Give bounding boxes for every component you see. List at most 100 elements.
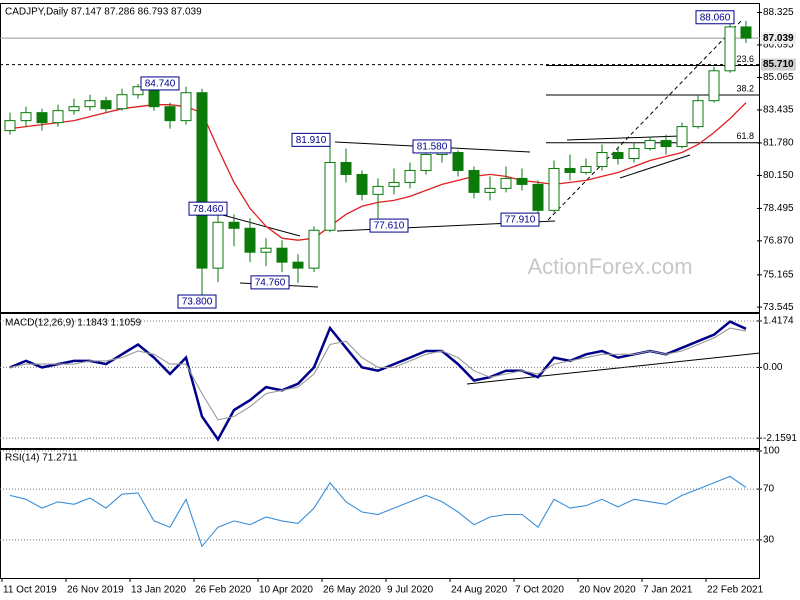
candle-body	[276, 247, 288, 263]
y-tick-label: 88.325	[763, 7, 794, 18]
x-tick-label: 7 Oct 2020	[515, 585, 564, 596]
annotation-box	[250, 275, 290, 290]
candle-body	[228, 221, 240, 229]
candle-body	[180, 92, 192, 122]
candle-body	[4, 120, 16, 132]
candle-body	[644, 140, 656, 150]
candle-body	[628, 148, 640, 160]
x-tick-label: 9 Jul 2020	[387, 585, 434, 596]
y-tick-label: 30	[763, 535, 775, 546]
candle-body	[724, 26, 736, 72]
candle-body	[100, 100, 112, 110]
candle-body	[260, 247, 272, 253]
candle-body	[84, 100, 96, 108]
candle-body	[452, 152, 464, 171]
candle-body	[164, 106, 176, 122]
y-tick-label: -2.1591	[763, 433, 797, 444]
annotation-box	[140, 76, 180, 91]
candle-body	[564, 167, 576, 173]
x-tick-label: 7 Jan 2021	[643, 585, 693, 596]
candle-body	[388, 181, 400, 187]
candle-body	[532, 183, 544, 211]
candle-body	[36, 112, 48, 124]
y-tick-label: 78.495	[763, 203, 794, 214]
panel-title: CADJPY,Daily 87.147 87.286 86.793 87.039	[5, 7, 202, 18]
candle-body	[212, 221, 224, 269]
y-tick-label: 75.165	[763, 269, 794, 280]
x-tick-label: 24 Aug 2020	[451, 585, 508, 596]
trendlines	[207, 19, 761, 385]
trendline	[566, 135, 681, 141]
y-tick-label: 70	[763, 484, 775, 495]
annotation-label: 81.910	[296, 135, 327, 146]
fib-label: 38.2	[736, 83, 754, 93]
x-tick-label: 13 Jan 2020	[131, 585, 186, 596]
panel-title: RSI(14) 71.2711	[5, 453, 78, 464]
candle-body	[420, 154, 432, 171]
price-line-label: 87.039	[763, 33, 794, 44]
macd-panel	[0, 313, 760, 449]
annotation-label: 77.910	[505, 215, 536, 226]
candle-body	[52, 110, 64, 124]
candle-body	[116, 94, 128, 110]
candle-body	[692, 100, 704, 128]
y-tick-label: 80.150	[763, 170, 794, 181]
candle-body	[404, 169, 416, 183]
x-tick-label: 26 Feb 2020	[195, 585, 252, 596]
annotation-box	[695, 10, 735, 25]
candle-body	[20, 112, 32, 122]
annotation-box	[412, 139, 452, 154]
y-tick-label: 83.435	[763, 105, 794, 116]
indicator-line	[9, 475, 747, 548]
candle-body	[740, 26, 752, 39]
y-tick-label: 100	[763, 446, 780, 457]
candle-body	[500, 177, 512, 189]
candle-body	[132, 86, 144, 96]
x-tick-label: 22 Feb 2021	[707, 585, 764, 596]
x-tick-label: 26 May 2020	[323, 585, 381, 596]
annotation-label: 77.610	[374, 221, 405, 232]
annotation-label: 73.800	[182, 297, 213, 308]
y-tick-label: 76.870	[763, 235, 794, 246]
annotation-box	[291, 132, 331, 147]
candle-body	[356, 173, 368, 195]
x-tick-label: 11 Oct 2019	[3, 585, 57, 596]
candle-body	[516, 177, 528, 185]
candle-body	[308, 229, 320, 269]
annotation-box	[177, 294, 217, 309]
y-tick-label: 81.780	[763, 138, 794, 149]
indicator-line	[9, 327, 747, 421]
annotation-label: 74.760	[255, 278, 286, 289]
annotation-box	[369, 218, 409, 233]
annotation-label: 84.740	[145, 79, 176, 90]
candle-body	[244, 227, 256, 253]
x-tick-label: 20 Nov 2020	[579, 585, 636, 596]
candle-body	[612, 152, 624, 160]
price-panel	[0, 3, 760, 313]
x-tick-label: 10 Apr 2020	[259, 585, 313, 596]
annotation-box	[188, 201, 228, 216]
annotation-label: 78.460	[193, 204, 224, 215]
y-tick-label: 1.4174	[763, 316, 794, 327]
x-tick-label: 26 Nov 2019	[67, 585, 124, 596]
candle-body	[660, 140, 672, 148]
candle-body	[292, 261, 304, 269]
candle-body	[676, 126, 688, 148]
candle-body	[68, 106, 80, 112]
candle-body	[468, 169, 480, 193]
watermark: ActionForex.com	[527, 254, 692, 279]
y-tick-label: 85.065	[763, 72, 794, 83]
candle-body	[196, 92, 208, 269]
trendline	[547, 19, 743, 221]
panel-title: MACD(12,26,9) 1.1843 1.1059	[5, 318, 142, 329]
candle-body	[548, 167, 560, 211]
price-line-box	[761, 58, 796, 71]
rsi-panel	[0, 449, 760, 579]
candle-body	[340, 161, 352, 175]
fib-label: 61.8	[736, 131, 754, 141]
candle-body	[708, 70, 720, 102]
price-line-label: 85.710	[763, 59, 794, 70]
trendline	[466, 352, 761, 385]
candle-body	[484, 187, 496, 193]
